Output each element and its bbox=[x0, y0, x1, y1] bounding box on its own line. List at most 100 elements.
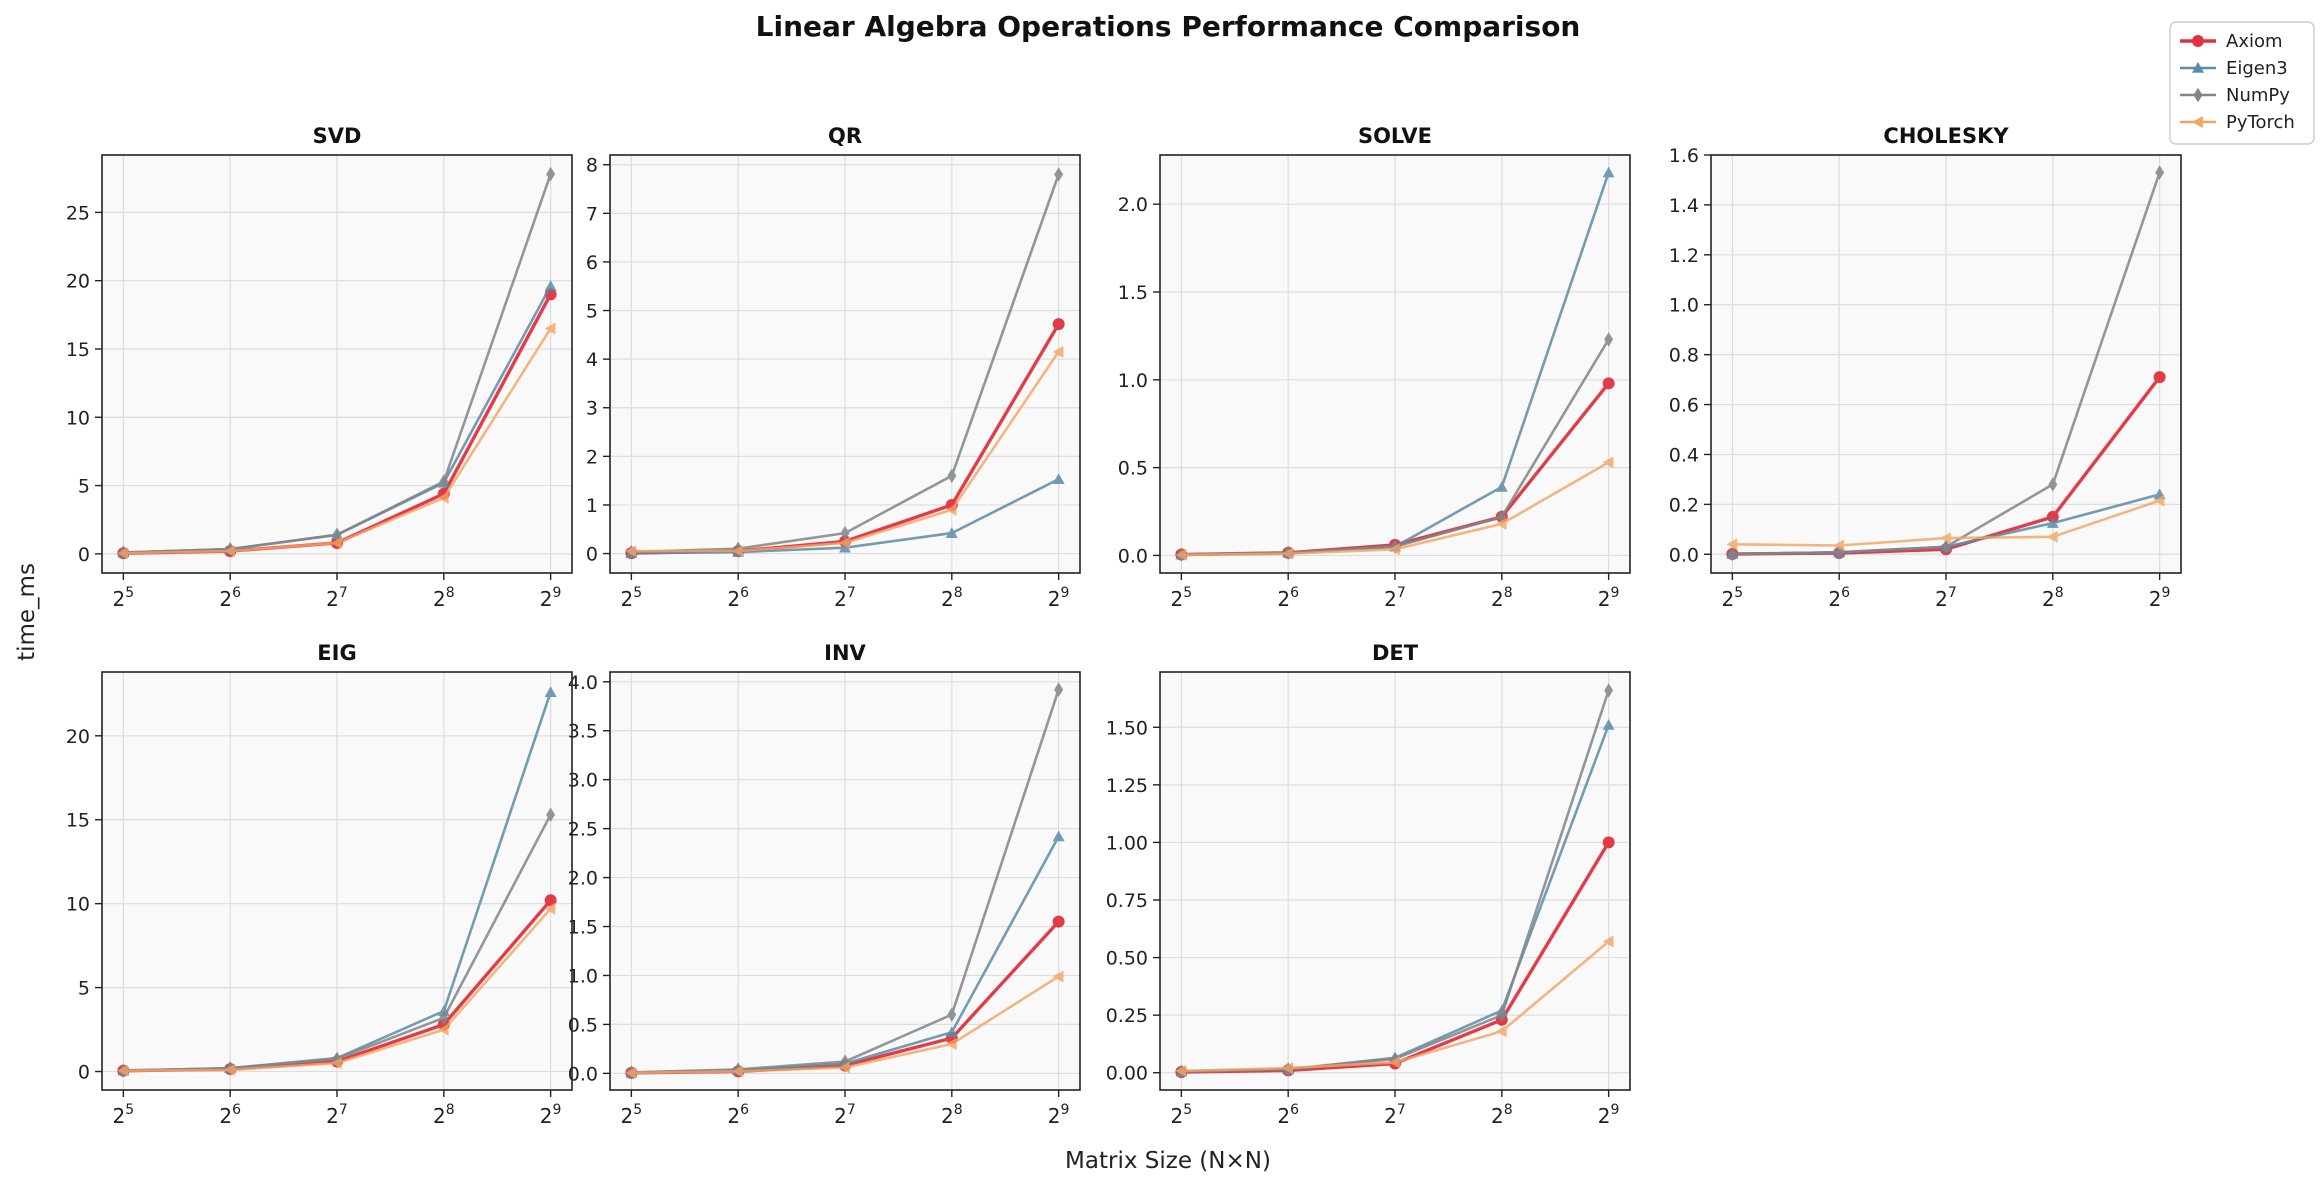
data-point-eigen3 bbox=[945, 527, 958, 538]
data-point-pytorch bbox=[1495, 517, 1507, 530]
y-tick-label: 1.0 bbox=[1118, 370, 1148, 392]
series-pytorch bbox=[625, 345, 1064, 558]
data-point-pytorch bbox=[117, 547, 129, 560]
y-axis-label: time_ms bbox=[14, 563, 40, 661]
subplot-inv: INV 0.0 0.5 1.0 1.5 2.0 2.5 3.0 3.5 4.0 25 26 27 28 29 bbox=[568, 641, 1081, 1128]
y-tick-label: 0.0 bbox=[1669, 544, 1699, 566]
data-point-pytorch bbox=[224, 545, 235, 558]
x-tick-label: 28 bbox=[1491, 1102, 1513, 1128]
x-tick-label: 26 bbox=[1828, 585, 1850, 611]
data-point-axiom bbox=[2153, 371, 2166, 384]
data-point-pytorch bbox=[2153, 494, 2165, 507]
data-point-pytorch bbox=[544, 322, 556, 335]
data-point-numpy bbox=[332, 1051, 342, 1067]
y-tick-label: 2 bbox=[586, 446, 598, 468]
data-point-pytorch bbox=[2046, 530, 2058, 543]
y-tick-label: 1.4 bbox=[1669, 195, 1699, 217]
y-tick-label: 1.2 bbox=[1669, 245, 1699, 267]
series-pytorch bbox=[1175, 456, 1614, 561]
data-point-pytorch bbox=[839, 536, 850, 549]
y-tick-label: 7 bbox=[586, 203, 598, 225]
data-point-eigen3 bbox=[945, 1026, 958, 1038]
y-tick-label: 0.6 bbox=[1669, 395, 1699, 417]
y-tick-label: 10 bbox=[66, 407, 90, 429]
data-point-pytorch bbox=[1052, 345, 1064, 358]
subplot-title: INV bbox=[824, 641, 866, 665]
data-point-eigen3 bbox=[839, 541, 851, 553]
data-point-numpy bbox=[2048, 477, 2058, 492]
x-tick-label: 25 bbox=[621, 1102, 643, 1128]
data-point-pytorch bbox=[437, 491, 449, 504]
data-point-pytorch bbox=[1282, 547, 1293, 560]
data-point-eigen3 bbox=[544, 686, 557, 697]
series-pytorch bbox=[117, 902, 556, 1077]
data-point-eigen3 bbox=[544, 280, 557, 291]
x-tick-label: 25 bbox=[113, 585, 135, 611]
y-tick-label: 3.0 bbox=[568, 770, 598, 792]
legend-marker bbox=[2192, 116, 2203, 128]
x-tick-label: 28 bbox=[433, 585, 455, 611]
y-tick-label: 1 bbox=[586, 495, 598, 517]
data-point-pytorch bbox=[437, 1023, 449, 1036]
x-tick-label: 27 bbox=[834, 585, 856, 611]
data-point-pytorch bbox=[1495, 1025, 1507, 1038]
x-tick-label: 28 bbox=[941, 585, 963, 611]
data-point-numpy bbox=[1834, 545, 1844, 560]
data-point-numpy bbox=[439, 1010, 449, 1026]
data-point-eigen3 bbox=[1052, 473, 1065, 484]
series-numpy bbox=[1727, 165, 2165, 562]
data-point-pytorch bbox=[1052, 970, 1064, 983]
data-point-numpy bbox=[947, 1007, 957, 1022]
x-tick-label: 28 bbox=[941, 1102, 963, 1128]
data-point-numpy bbox=[1727, 546, 1737, 562]
legend-entry-numpy: NumPy bbox=[2180, 85, 2290, 106]
data-point-numpy bbox=[1497, 1007, 1507, 1023]
data-point-axiom bbox=[1602, 836, 1615, 849]
x-tick-label: 26 bbox=[1277, 585, 1299, 611]
data-point-pytorch bbox=[732, 545, 743, 558]
x-tick-label: 25 bbox=[1722, 585, 1744, 611]
series-pytorch bbox=[117, 322, 556, 560]
data-point-numpy bbox=[332, 527, 342, 542]
data-point-pytorch bbox=[1602, 456, 1614, 469]
y-tick-label: 0.75 bbox=[1106, 890, 1148, 912]
y-tick-label: 0.4 bbox=[1669, 444, 1699, 466]
subplot-title: EIG bbox=[317, 641, 356, 665]
data-point-pytorch bbox=[945, 503, 957, 516]
y-tick-label: 15 bbox=[66, 810, 90, 832]
subplot-title: DET bbox=[1372, 641, 1419, 665]
data-point-numpy bbox=[840, 1054, 850, 1069]
y-tick-label: 4 bbox=[586, 349, 598, 371]
data-point-eigen3 bbox=[1602, 718, 1615, 730]
data-point-axiom bbox=[1602, 377, 1615, 390]
data-point-numpy bbox=[1604, 332, 1614, 347]
x-tick-label: 26 bbox=[219, 585, 241, 611]
y-tick-label: 0.50 bbox=[1106, 948, 1148, 970]
subplot-grid: SVD 0 5 10 15 20 25 25 26 27 28 29 QR 0 1 2 3 4 5 6 7 8 25 26 27… bbox=[66, 124, 2182, 1128]
data-point-numpy bbox=[1941, 539, 1951, 554]
legend-marker bbox=[2192, 35, 2204, 47]
x-tick-label: 28 bbox=[433, 1102, 455, 1128]
data-point-pytorch bbox=[1282, 1062, 1293, 1075]
y-tick-label: 20 bbox=[66, 271, 90, 293]
data-point-numpy bbox=[840, 525, 850, 541]
subplot-eig: EIG 0 5 10 15 20 25 26 27 28 29 bbox=[66, 641, 573, 1128]
x-tick-label: 25 bbox=[1171, 1102, 1193, 1128]
data-point-pytorch bbox=[732, 1065, 743, 1078]
x-tick-label: 27 bbox=[326, 1102, 348, 1128]
x-tick-label: 29 bbox=[540, 1102, 562, 1128]
legend-label: PyTorch bbox=[2226, 112, 2295, 133]
data-point-pytorch bbox=[1940, 532, 1951, 545]
data-point-axiom bbox=[544, 894, 557, 907]
x-tick-label: 29 bbox=[2149, 585, 2171, 611]
data-point-numpy bbox=[947, 468, 957, 483]
data-point-numpy bbox=[546, 807, 556, 822]
y-tick-label: 10 bbox=[66, 894, 90, 916]
y-tick-label: 0.0 bbox=[568, 1063, 598, 1085]
legend-label: Axiom bbox=[2226, 31, 2283, 52]
x-tick-label: 25 bbox=[621, 585, 643, 611]
data-point-pytorch bbox=[544, 902, 556, 915]
x-tick-label: 29 bbox=[1598, 1102, 1620, 1128]
y-tick-label: 1.5 bbox=[1118, 282, 1148, 304]
